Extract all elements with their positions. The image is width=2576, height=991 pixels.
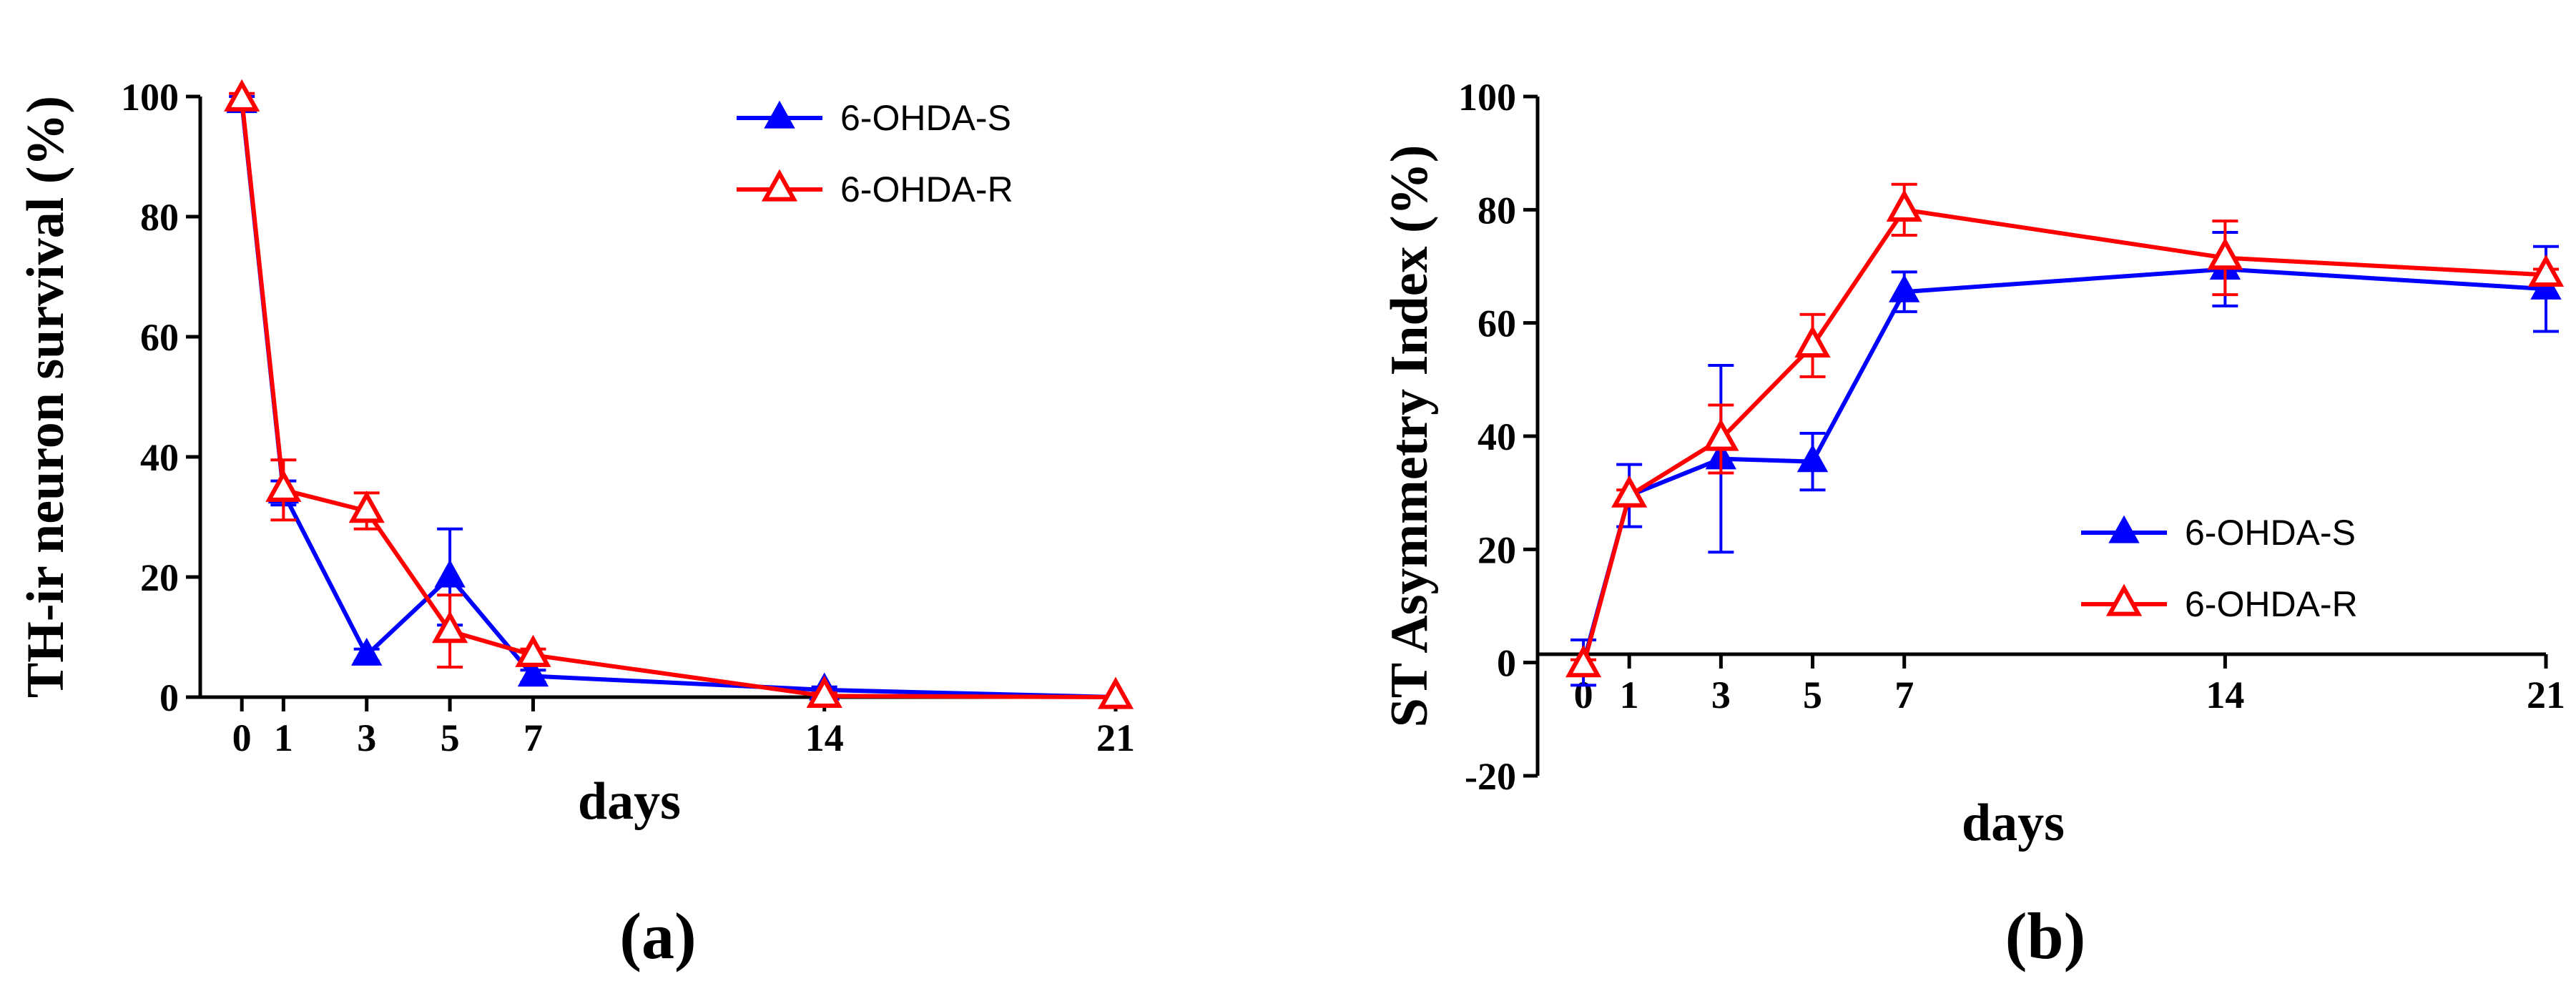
y-tick-label: 0 bbox=[1497, 642, 1516, 685]
y-tick-label: 20 bbox=[1478, 528, 1516, 571]
y-tick-label: 40 bbox=[1478, 415, 1516, 458]
data-point bbox=[351, 637, 383, 666]
x-tick-label: 21 bbox=[1096, 716, 1135, 759]
data-point bbox=[1565, 645, 1602, 678]
legend-entry: 6-OHDA-S bbox=[2081, 513, 2356, 553]
data-point bbox=[1611, 475, 1648, 508]
data-point bbox=[806, 675, 842, 708]
legend-marker bbox=[764, 100, 795, 129]
y-tick-label: 100 bbox=[1458, 76, 1516, 119]
y-tick-label: 0 bbox=[159, 676, 179, 719]
data-point bbox=[1796, 444, 1829, 473]
data-point bbox=[2207, 237, 2243, 270]
y-tick-label: 100 bbox=[121, 76, 179, 119]
y-tick-label: 80 bbox=[140, 196, 179, 239]
series-6-ohda-r bbox=[1565, 182, 2565, 678]
x-tick-label: 5 bbox=[1803, 674, 1822, 716]
x-axis-title: days bbox=[1962, 794, 2065, 852]
data-point bbox=[1097, 676, 1134, 709]
legend-marker bbox=[761, 169, 798, 202]
x-tick-label: 3 bbox=[1711, 674, 1731, 716]
data-point bbox=[1886, 189, 1922, 222]
data-point bbox=[1889, 274, 1920, 302]
y-tick-label: -20 bbox=[1465, 755, 1516, 798]
data-point bbox=[265, 469, 302, 502]
data-point bbox=[224, 79, 260, 112]
legend-entry: 6-OHDA-R bbox=[737, 169, 1013, 209]
data-point bbox=[348, 490, 385, 523]
data-point bbox=[517, 659, 549, 687]
legend-entry: 6-OHDA-S bbox=[737, 98, 1011, 138]
data-point bbox=[2527, 254, 2565, 287]
panel-label: (a) bbox=[619, 899, 696, 972]
legend-label: 6-OHDA-S bbox=[2185, 513, 2356, 553]
y-tick-label: 60 bbox=[1478, 302, 1516, 345]
data-point bbox=[515, 634, 551, 667]
series-6-ohda-s bbox=[1568, 231, 2562, 687]
data-point bbox=[1794, 325, 1831, 358]
x-tick-label: 7 bbox=[1894, 674, 1914, 716]
data-point bbox=[431, 611, 468, 644]
data-point bbox=[1703, 418, 1739, 451]
legend-label: 6-OHDA-R bbox=[840, 169, 1013, 209]
legend-marker bbox=[2105, 583, 2143, 616]
legend-label: 6-OHDA-S bbox=[840, 98, 1011, 138]
x-tick-label: 7 bbox=[523, 716, 543, 759]
y-tick-label: 60 bbox=[140, 316, 179, 359]
y-tick-label: 80 bbox=[1478, 189, 1516, 232]
y-axis-title: ST Asymmetry Index (%) bbox=[1380, 145, 1439, 728]
x-tick-label: 1 bbox=[1620, 674, 1639, 716]
legend-entry: 6-OHDA-R bbox=[2081, 583, 2358, 624]
x-tick-label: 5 bbox=[441, 716, 460, 759]
x-tick-label: 21 bbox=[2527, 674, 2565, 716]
x-tick-label: 0 bbox=[232, 716, 252, 759]
data-point bbox=[434, 559, 466, 588]
x-tick-label: 14 bbox=[805, 716, 844, 759]
x-tick-label: 3 bbox=[357, 716, 376, 759]
series-6-ohda-r bbox=[224, 79, 1134, 709]
legend-marker bbox=[2108, 515, 2140, 543]
y-tick-label: 20 bbox=[140, 556, 179, 599]
legend-label: 6-OHDA-R bbox=[2185, 584, 2358, 624]
panel-label: (b) bbox=[2005, 899, 2085, 972]
x-tick-label: 14 bbox=[2206, 674, 2244, 716]
y-axis-title: TH-ir neuron survival (%) bbox=[16, 96, 75, 698]
x-axis-title: days bbox=[578, 772, 681, 831]
x-tick-label: 1 bbox=[274, 716, 293, 759]
y-tick-label: 40 bbox=[140, 436, 179, 479]
